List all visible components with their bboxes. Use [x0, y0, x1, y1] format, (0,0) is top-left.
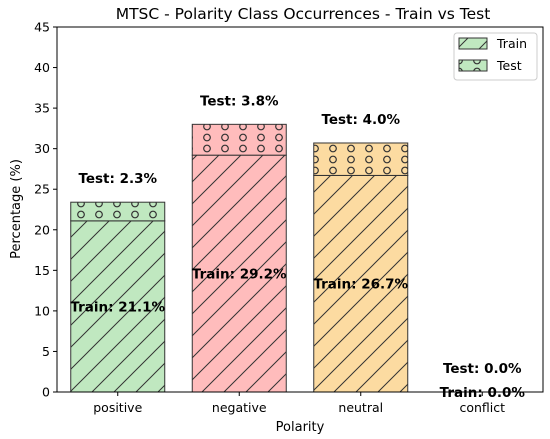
x-tick-label-conflict: conflict	[459, 400, 505, 415]
bar-test-hatch-neutral	[313, 142, 409, 176]
test-value-label-neutral: Test: 4.0%	[321, 112, 400, 128]
bar-train-hatch-positive	[70, 220, 166, 393]
y-tick-label: 5	[42, 344, 50, 359]
y-tick-label: 30	[34, 141, 50, 156]
train-value-label-conflict: Train: 0.0%	[440, 385, 526, 401]
y-tick-label: 40	[34, 60, 50, 75]
bars	[70, 123, 409, 393]
y-tick-label: 35	[34, 101, 50, 116]
y-tick-label: 45	[34, 20, 50, 35]
bar-train-hatch-neutral	[313, 174, 409, 393]
plot-frame	[56, 26, 544, 393]
y-tick-label: 20	[34, 222, 50, 237]
bar-test-hatch-negative	[191, 123, 287, 156]
y-tick-label: 0	[42, 385, 50, 400]
test-value-label-negative: Test: 3.8%	[200, 93, 279, 109]
data-labels: Train: 21.1% Test: 2.3% Train: 29.2% Test: …	[70, 93, 525, 401]
y-tick-label: 10	[34, 303, 50, 318]
legend: Train Test	[453, 32, 538, 81]
train-value-label-positive: Train: 21.1%	[70, 299, 165, 315]
test-value-label-conflict: Test: 0.0%	[443, 361, 522, 377]
x-tick-label-neutral: neutral	[338, 400, 383, 415]
y-axis-label: Percentage (%)	[9, 159, 24, 259]
legend-label-test: Test	[496, 58, 522, 73]
y-axis-ticks: 0 5 10 15 20 25 30 35 40 45	[34, 20, 57, 400]
x-axis-label: Polarity	[276, 420, 325, 435]
legend-swatch-train-hatch	[459, 38, 487, 49]
train-value-label-neutral: Train: 26.7%	[313, 277, 408, 293]
test-value-label-positive: Test: 2.3%	[78, 171, 157, 187]
y-tick-label: 15	[34, 263, 50, 278]
x-tick-label-positive: positive	[93, 400, 142, 415]
chart-title: MTSC - Polarity Class Occurrences - Trai…	[116, 5, 491, 23]
legend-label-train: Train	[496, 36, 527, 51]
bar-test-hatch-positive	[70, 201, 166, 222]
legend-swatch-test-hatch	[459, 60, 487, 71]
train-value-label-negative: Train: 29.2%	[192, 267, 287, 283]
x-tick-label-negative: negative	[212, 400, 267, 415]
y-tick-label: 25	[34, 182, 50, 197]
x-axis-ticks: positive negative neutral conflict	[93, 392, 505, 415]
